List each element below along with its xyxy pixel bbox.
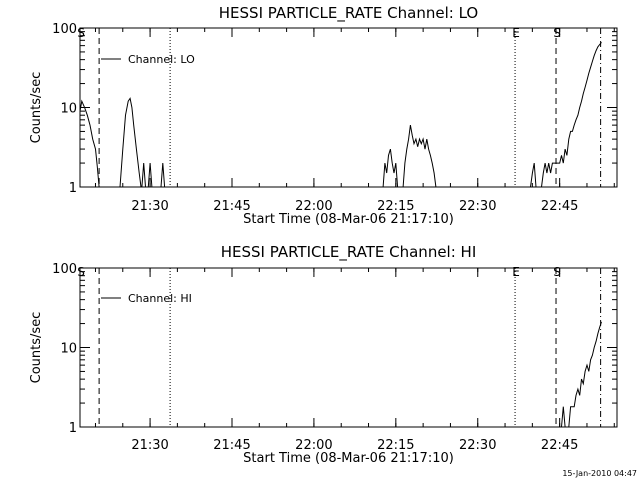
y-axis-label: Counts/sec <box>29 312 44 384</box>
x-tick-label: 22:30 <box>459 438 496 453</box>
y-tick-label: 10 <box>60 342 77 357</box>
x-tick-label: 22:15 <box>377 438 414 453</box>
x-axis-label: Start Time (08-Mar-06 21:17:10) <box>243 212 454 227</box>
event-marker-label: S <box>553 26 561 40</box>
event-marker-label: S <box>553 265 561 279</box>
event-marker-label: E <box>512 265 520 279</box>
series-line <box>561 406 566 428</box>
y-tick-label: 1 <box>69 181 77 196</box>
x-axis-label: Start Time (08-Mar-06 21:17:10) <box>243 451 454 466</box>
chart-title: HESSI PARTICLE_RATE Channel: HI <box>221 243 477 262</box>
series-line <box>79 99 100 188</box>
series-line <box>530 163 537 188</box>
event-marker-label: S <box>77 26 85 40</box>
series-line <box>160 163 166 188</box>
series-line <box>147 163 153 188</box>
x-tick-label: 22:00 <box>295 438 332 453</box>
panel-lo: HESSI PARTICLE_RATE Channel: LO 1 10 100 21:… <box>29 4 618 227</box>
event-marker-label: E <box>512 26 520 40</box>
chart-title: HESSI PARTICLE_RATE Channel: LO <box>219 4 478 23</box>
x-tick-label: 22:30 <box>459 199 496 214</box>
x-tick-label: 21:45 <box>213 199 250 214</box>
x-tick-label: 22:15 <box>377 199 414 214</box>
x-tick-label: 21:45 <box>213 438 250 453</box>
y-tick-label: 100 <box>52 22 77 37</box>
panel-hi: HESSI PARTICLE_RATE Channel: HI 1 10 100 21:… <box>29 243 618 466</box>
y-tick-label: 100 <box>52 262 77 277</box>
series-line <box>119 97 142 188</box>
x-tick-label: 21:30 <box>131 438 168 453</box>
series-line <box>402 125 437 188</box>
event-marker-label: S <box>77 265 85 279</box>
x-tick-label: 22:00 <box>295 199 332 214</box>
x-tick-label: 22:45 <box>541 438 578 453</box>
legend-label: Channel: LO <box>128 53 195 66</box>
series-line <box>382 148 399 188</box>
series-line <box>141 163 146 188</box>
plot-frame <box>79 27 618 188</box>
y-axis-label: Counts/sec <box>29 72 44 144</box>
series-line <box>568 321 602 428</box>
series-line <box>541 41 602 188</box>
x-tick-label: 21:30 <box>131 199 168 214</box>
x-tick-label: 22:45 <box>541 199 578 214</box>
y-tick-label: 10 <box>60 102 77 117</box>
legend-label: Channel: HI <box>128 292 192 305</box>
timestamp-footer: 15-Jan-2010 04:47 <box>562 469 637 478</box>
y-tick-label: 1 <box>69 421 77 436</box>
